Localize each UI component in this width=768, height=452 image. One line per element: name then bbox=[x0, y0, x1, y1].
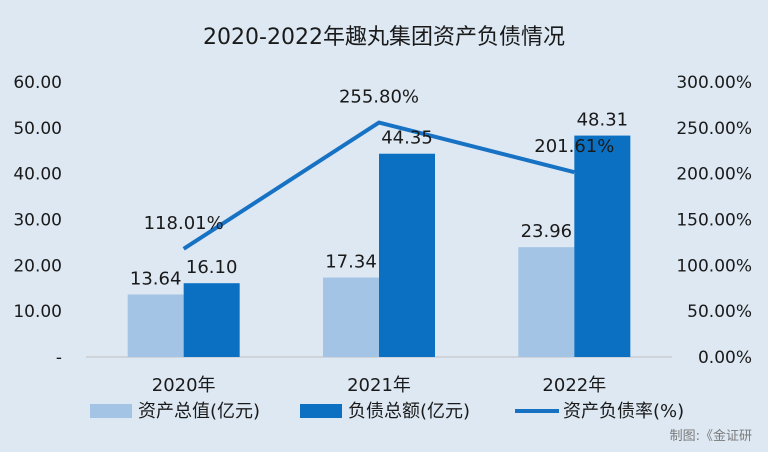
bar-value-label: 16.10 bbox=[186, 257, 238, 278]
legend: 资产总值(亿元) 负债总额(亿元) 资产负债率(%) bbox=[90, 401, 684, 422]
legend-swatch bbox=[300, 404, 342, 418]
legend-swatch bbox=[90, 404, 132, 418]
y-left-tick-label: 50.00 bbox=[13, 119, 62, 139]
bar bbox=[127, 294, 184, 357]
credit-text: 制图:《金证研 bbox=[670, 428, 752, 444]
legend-label: 资产总值(亿元) bbox=[138, 401, 260, 422]
line-series bbox=[182, 120, 575, 251]
y-left-tick-label: 20.00 bbox=[13, 256, 62, 276]
y-left-tick-label: - bbox=[56, 348, 62, 368]
y-left-tick-label: 60.00 bbox=[13, 73, 62, 93]
y-left-tick-label: 30.00 bbox=[13, 211, 62, 231]
line-path bbox=[182, 120, 575, 251]
bar-value-label: 13.64 bbox=[130, 268, 182, 289]
x-category-label: 2021年 bbox=[347, 375, 411, 396]
y-right-tick-label: 200.00% bbox=[676, 165, 752, 185]
y-left-tick-label: 40.00 bbox=[13, 165, 62, 185]
bar bbox=[183, 283, 240, 357]
bar bbox=[323, 277, 379, 357]
x-category-label: 2020年 bbox=[152, 375, 216, 396]
axes: - 10.00 20.00 30.00 40.00 50.00 60.00 0.00% 50.0… bbox=[13, 73, 752, 396]
chart-title: 2020-2022年趣丸集团资产负债情况 bbox=[203, 25, 565, 50]
y-right-tick-label: 0.00% bbox=[698, 348, 752, 368]
line-value-label: 201.61% bbox=[534, 136, 614, 157]
y-left-tick-label: 10.00 bbox=[13, 302, 62, 322]
y-right-tick-label: 100.00% bbox=[676, 256, 752, 276]
legend-label: 资产负债率(%) bbox=[563, 401, 684, 422]
bar bbox=[379, 153, 435, 357]
y-right-tick-label: 50.00% bbox=[687, 302, 752, 322]
data-labels: 13.64 17.34 23.96 16.10 44.35 48.31 118.01% 255… bbox=[130, 87, 628, 290]
line-value-label: 255.80% bbox=[339, 87, 419, 108]
bar-value-label: 17.34 bbox=[325, 252, 377, 273]
bars bbox=[127, 135, 631, 357]
bar bbox=[518, 247, 575, 357]
bar bbox=[574, 135, 631, 357]
line-value-label: 118.01% bbox=[144, 213, 224, 234]
y-right-tick-label: 250.00% bbox=[676, 119, 752, 139]
bar-value-label: 48.31 bbox=[577, 110, 629, 131]
legend-label: 负债总额(亿元) bbox=[348, 401, 470, 422]
x-category-label: 2022年 bbox=[542, 375, 606, 396]
bar-value-label: 44.35 bbox=[381, 128, 433, 149]
bar-value-label: 23.96 bbox=[521, 221, 573, 242]
y-right-tick-label: 150.00% bbox=[676, 211, 752, 231]
y-right-tick-label: 300.00% bbox=[676, 73, 752, 93]
